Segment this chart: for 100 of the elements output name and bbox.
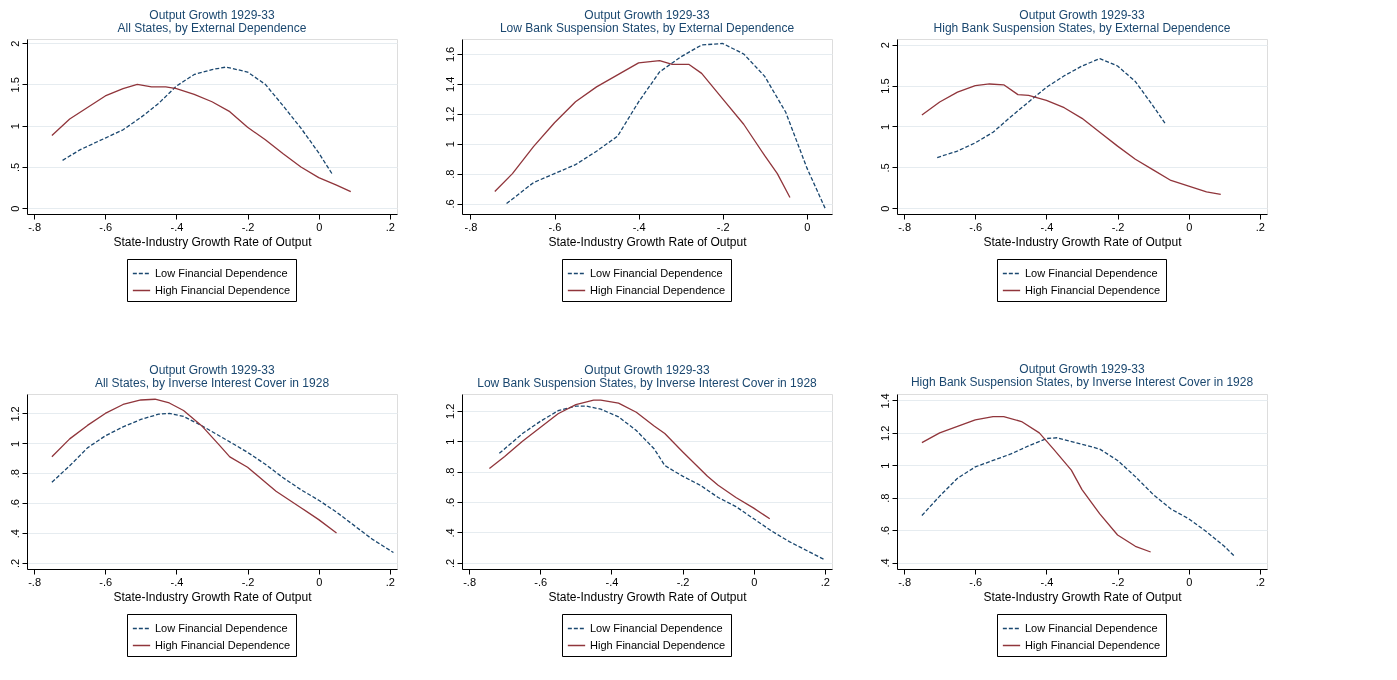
legend-label: High Financial Dependence [590, 638, 726, 651]
x-tick-label: 0 [1186, 220, 1193, 233]
chart-subtitle: High Bank Suspension States, by External Dependence [933, 21, 1231, 35]
x-tick-label: .2 [1255, 575, 1265, 588]
x-tick-label: -.6 [99, 575, 113, 588]
y-tick-label: 0 [8, 205, 21, 212]
line-series [921, 437, 1235, 557]
x-tick-label: 0 [751, 575, 758, 588]
y-tick-label: 0 [878, 205, 891, 212]
line-series [51, 83, 352, 193]
x-tick-label: -.2 [716, 220, 730, 233]
x-tick-label: -.2 [241, 220, 255, 233]
line-series [494, 60, 791, 199]
line-series [921, 83, 1222, 196]
x-tick-label: -.8 [898, 575, 912, 588]
legend-label: Low Financial Dependence [1025, 621, 1158, 634]
x-axis-title: State-Industry Growth Rate of Output [113, 589, 313, 604]
y-tick-label: .8 [8, 469, 21, 479]
x-tick-label: 0 [316, 220, 323, 233]
x-tick-label: .2 [820, 575, 830, 588]
legend-label: Low Financial Dependence [1025, 266, 1158, 279]
x-tick-label: -.2 [241, 575, 255, 588]
y-tick-label: 1 [443, 438, 456, 445]
y-tick-label: .4 [8, 529, 21, 539]
x-tick-label: -.4 [1040, 575, 1054, 588]
y-tick-label: .8 [878, 493, 891, 503]
y-tick-label: 1.2 [8, 406, 21, 422]
y-tick-label: 2 [878, 42, 891, 49]
line-series [488, 399, 771, 520]
chart-subtitle: All States, by External Dependence [117, 21, 307, 35]
x-tick-label: .2 [1255, 220, 1265, 233]
y-tick-label: .6 [443, 199, 456, 209]
chart-title: Output Growth 1929-33 [149, 8, 276, 22]
y-tick-label: .4 [878, 558, 891, 568]
legend-label: High Financial Dependence [590, 283, 726, 296]
y-tick-label: .2 [8, 558, 21, 569]
y-tick-label: 1 [8, 123, 21, 130]
x-tick-label: -.6 [969, 220, 983, 233]
y-tick-label: .6 [8, 499, 21, 509]
x-tick-label: -.6 [548, 220, 562, 233]
chart-subtitle: Low Bank Suspension States, by Inverse Interest Cover in 1928 [477, 376, 818, 390]
legend-label: Low Financial Dependence [590, 266, 723, 279]
x-axis-title: State-Industry Growth Rate of Output [983, 234, 1183, 249]
y-tick-label: 1.2 [878, 425, 891, 442]
chart-title: Output Growth 1929-33 [584, 363, 711, 377]
x-tick-label: -.8 [28, 220, 42, 233]
chart-title: Output Growth 1929-33 [584, 8, 711, 22]
legend-label: Low Financial Dependence [590, 621, 723, 634]
y-tick-label: 1.4 [878, 393, 891, 409]
y-tick-label: 1 [8, 440, 21, 447]
x-axis-title: State-Industry Growth Rate of Output [983, 589, 1183, 604]
y-tick-label: 2 [8, 40, 21, 47]
x-tick-label: -.2 [1111, 575, 1125, 588]
x-tick-label: -.6 [534, 575, 548, 588]
legend-label: High Financial Dependence [1025, 638, 1161, 651]
y-tick-label: .8 [443, 169, 456, 179]
y-tick-label: .4 [443, 528, 456, 538]
legend-label: High Financial Dependence [1025, 283, 1161, 296]
legend-label: High Financial Dependence [155, 283, 291, 296]
y-tick-label: 1.2 [443, 106, 456, 122]
line-series [921, 416, 1152, 553]
chart-title: Output Growth 1929-33 [1019, 361, 1146, 376]
x-tick-label: .2 [385, 575, 395, 588]
x-tick-label: -.2 [1111, 220, 1125, 233]
x-tick-label: 0 [316, 575, 323, 588]
line-series [61, 66, 334, 176]
y-tick-label: 1.5 [8, 77, 21, 93]
x-tick-label: -.4 [605, 575, 619, 588]
x-tick-label: -.4 [632, 220, 646, 233]
x-axis-title: State-Industry Growth Rate of Output [548, 589, 748, 604]
x-tick-label: 0 [804, 220, 811, 233]
x-tick-label: -.2 [676, 575, 690, 588]
chart-title: Output Growth 1929-33 [1019, 8, 1146, 22]
y-tick-label: 1 [878, 462, 891, 469]
line-series [936, 57, 1167, 159]
y-tick-label: 1 [878, 123, 891, 131]
x-tick-label: -.8 [898, 220, 912, 233]
chart-subtitle: Low Bank Suspension States, by External Dependence [499, 21, 795, 35]
y-tick-label: .2 [443, 558, 456, 569]
x-tick-label: -.4 [170, 575, 184, 588]
x-tick-label: -.6 [99, 220, 113, 233]
legend-label: Low Financial Dependence [155, 266, 288, 279]
line-series [498, 405, 826, 561]
line-series [51, 412, 395, 554]
y-tick-label: .6 [443, 497, 456, 508]
y-tick-label: 1 [443, 141, 456, 148]
x-axis-title: State-Industry Growth Rate of Output [113, 234, 313, 249]
legend-label: Low Financial Dependence [155, 621, 288, 634]
y-tick-label: 1.2 [443, 403, 456, 419]
legend-label: High Financial Dependence [155, 638, 291, 651]
x-tick-label: -.4 [170, 220, 184, 233]
y-tick-label: .5 [8, 162, 21, 173]
x-tick-label: -.8 [464, 220, 478, 233]
chart-subtitle: All States, by Inverse Interest Cover in 1928 [94, 376, 330, 390]
x-tick-label: -.6 [969, 575, 983, 588]
y-tick-label: 1.5 [878, 78, 891, 94]
line-series [505, 42, 827, 211]
y-tick-label: .6 [878, 526, 891, 536]
x-tick-label: 0 [1186, 575, 1193, 588]
x-axis-title: State-Industry Growth Rate of Output [548, 234, 748, 249]
